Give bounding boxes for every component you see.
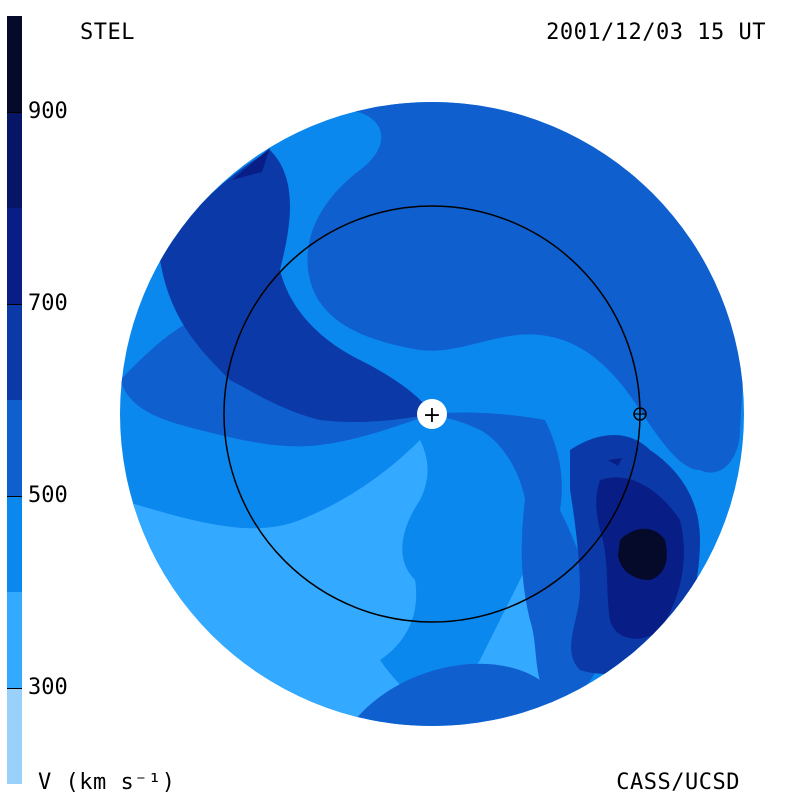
colorbar-band-600-700 <box>7 304 22 400</box>
colorbar-band-800-900 <box>7 112 22 208</box>
colorbar-band-200-300 <box>7 688 22 784</box>
colorbar-band-900-1000 <box>7 16 22 112</box>
colorbar-band-700-800 <box>7 208 22 304</box>
colorbar-tick-label-300: 300 <box>28 675 68 700</box>
velocity-region-north-spot <box>232 148 270 180</box>
colorbar-band-300-400 <box>7 592 22 688</box>
colorbar-unit-label: V (km s⁻¹) <box>38 770 176 795</box>
earth-marker <box>633 407 647 421</box>
velocity-colorbar <box>7 16 22 784</box>
colorbar-tick-300 <box>7 688 22 689</box>
colorbar-band-500-600 <box>7 400 22 496</box>
velocity-region-southwest-edge <box>355 663 562 726</box>
velocity-region-east-arm <box>432 412 603 710</box>
velocity-region-inner-spiral <box>160 150 432 423</box>
colorbar-band-400-500 <box>7 496 22 592</box>
timestamp-label: 2001/12/03 15 UT <box>546 20 766 45</box>
colorbar-tick-900 <box>7 112 22 113</box>
velocity-region-east-core <box>618 528 667 580</box>
credit-label: CASS/UCSD <box>616 770 740 795</box>
colorbar-tick-500 <box>7 496 22 497</box>
colorbar-tick-label-900: 900 <box>28 99 68 124</box>
velocity-region-small-spot <box>608 458 622 466</box>
observatory-label: STEL <box>80 20 135 45</box>
colorbar-tick-label-700: 700 <box>28 291 68 316</box>
sun-marker: + <box>423 403 441 428</box>
velocity-region-northwest <box>120 102 744 473</box>
colorbar-tick-700 <box>7 304 22 305</box>
colorbar-tick-label-500: 500 <box>28 483 68 508</box>
sun-disk <box>417 399 447 429</box>
